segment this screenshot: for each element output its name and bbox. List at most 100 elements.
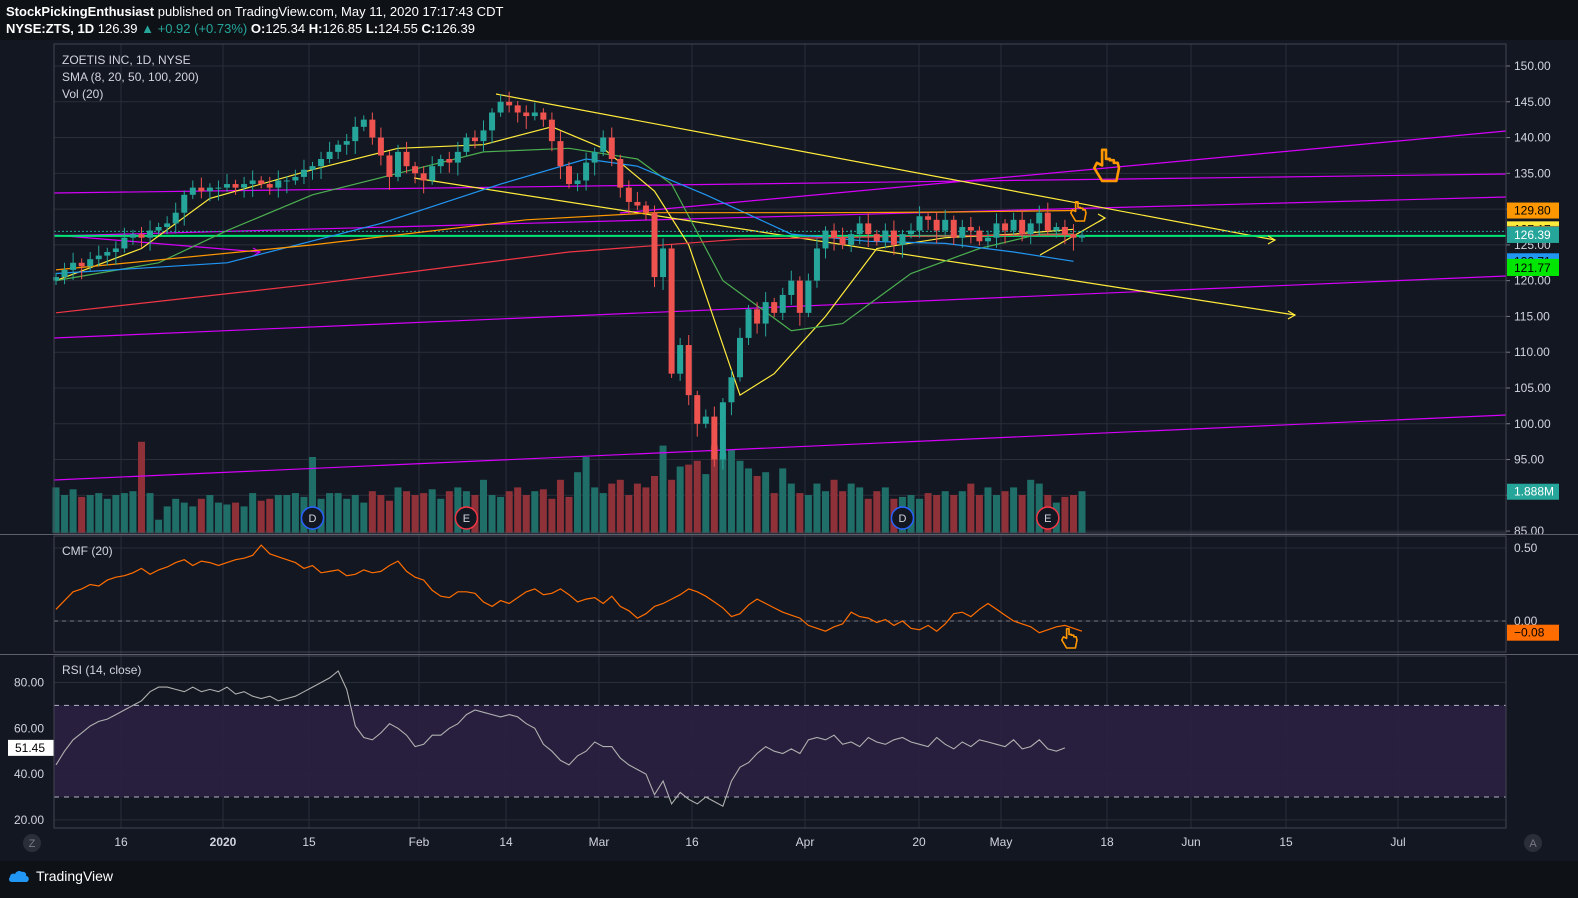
candle-body	[754, 309, 761, 324]
footer-bar	[0, 861, 1578, 898]
published-text: published on TradingView.com, May 11, 20…	[157, 4, 504, 19]
volume-bar	[360, 502, 368, 533]
candle-body	[463, 137, 470, 152]
author-name[interactable]: StockPickingEnthusiast	[6, 4, 155, 19]
candle-body	[104, 252, 111, 256]
arrow-head	[1267, 235, 1277, 245]
x-tick-label: 16	[685, 835, 699, 849]
candle-body	[566, 166, 572, 185]
candle-body	[805, 280, 812, 313]
volume-bar	[582, 457, 590, 533]
candle-body	[719, 402, 726, 460]
event-marker-label: D	[898, 513, 906, 525]
x-tick-label: Apr	[796, 835, 815, 849]
event-marker-label: E	[463, 513, 470, 525]
candle-body	[1019, 219, 1026, 235]
trendline	[495, 93, 1276, 241]
volume-bar	[214, 502, 222, 533]
candle-body	[1070, 234, 1077, 238]
sma-line-sma50	[55, 158, 1074, 275]
volume-bars	[52, 441, 1086, 533]
volume-bar	[249, 493, 257, 533]
time-axis: 16 2020 15 Feb 14 Mar 16 Apr 20 May 18 Jun 15 Jul	[114, 835, 1405, 849]
candle-body	[300, 169, 307, 177]
rsi-tick-label: 40.00	[14, 767, 44, 781]
candle-body	[583, 162, 590, 181]
volume-bar	[1001, 491, 1009, 533]
candle-body	[506, 101, 513, 106]
price-tag-label: 1.888M	[1514, 485, 1554, 499]
volume-bar	[428, 489, 436, 533]
legend-sma: SMA (8, 20, 50, 100, 200)	[62, 70, 199, 84]
candle-body	[420, 173, 427, 181]
candle-body	[685, 345, 692, 396]
auto-scale-button[interactable]: A	[1524, 834, 1542, 852]
candle-body	[702, 416, 709, 424]
candle-body	[1027, 223, 1034, 235]
pane-border	[53, 655, 1507, 829]
volume-bar	[770, 493, 778, 533]
last-price: 126.39	[97, 21, 138, 36]
candle-body	[497, 101, 504, 113]
volume-bar	[403, 491, 411, 533]
candle-body	[625, 187, 632, 202]
trendline	[53, 414, 1507, 481]
cmf-tick-label: 0.00	[1514, 614, 1538, 628]
y-tick-label: 100.00	[1514, 417, 1551, 431]
candle-body	[395, 151, 401, 177]
volume-bar	[240, 506, 248, 533]
open-value: 125.34	[265, 21, 306, 36]
candle-body	[471, 137, 478, 142]
volume-bar	[856, 487, 864, 533]
volume-bar	[642, 487, 650, 533]
high-value: 126.85	[322, 21, 363, 36]
candle-body	[61, 269, 68, 278]
candle-body	[600, 137, 607, 152]
volume-bar	[916, 498, 924, 533]
candle-body	[779, 294, 786, 313]
volume-bar	[651, 476, 658, 533]
volume-bar	[933, 495, 941, 533]
volume-bar	[61, 495, 69, 533]
volume-bar	[993, 495, 1000, 533]
price-tag-label: 129.80	[1514, 204, 1551, 218]
candle-body	[694, 395, 701, 424]
candle-body	[591, 151, 598, 163]
candle-body	[848, 234, 855, 245]
indicator-lines	[55, 544, 1083, 807]
volume-bar	[232, 502, 240, 533]
volume-bar	[548, 498, 556, 533]
volume-bar	[941, 491, 949, 533]
candle-body	[933, 219, 940, 231]
volume-bar	[1027, 479, 1035, 533]
candle-body	[548, 119, 555, 142]
x-tick-label: 16	[114, 835, 128, 849]
candle-body	[916, 216, 923, 231]
volume-bar	[257, 500, 265, 533]
candle-body	[993, 223, 1000, 238]
candle-body	[386, 155, 393, 177]
candle-body	[283, 180, 290, 182]
volume-bar	[574, 472, 582, 533]
symbol-label: NYSE:ZTS, 1D	[6, 21, 95, 36]
candle-body	[1036, 212, 1043, 224]
volume-bar	[539, 489, 547, 533]
volume-bar	[223, 504, 231, 533]
tradingview-brand[interactable]: TradingView	[8, 868, 113, 884]
sma-line-sma20	[55, 147, 1074, 332]
candle-body	[1079, 234, 1085, 238]
volume-bar	[283, 495, 291, 533]
candle-body	[429, 166, 436, 181]
volume-bar	[967, 483, 975, 533]
candle-body	[164, 223, 171, 227]
candle-body	[241, 184, 248, 188]
candle-body	[771, 302, 778, 313]
candle-body	[831, 230, 838, 238]
candle-body	[796, 280, 803, 313]
z-button[interactable]: Z	[23, 834, 41, 852]
volume-bar	[736, 460, 744, 533]
high-label: H:	[308, 21, 323, 36]
candle-body	[78, 262, 85, 267]
volume-bar	[52, 487, 60, 533]
